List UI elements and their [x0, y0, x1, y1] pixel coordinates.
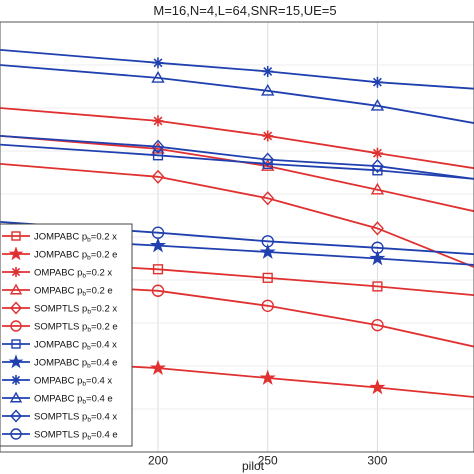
marker-diamond [151, 139, 165, 154]
marker-star [259, 369, 276, 385]
legend-entry: OMPABC pb=0.4 e [2, 391, 113, 406]
marker-square [11, 339, 21, 349]
marker-diamond [370, 221, 384, 236]
legend-label: JOMPABC pb=0.2 e [34, 250, 117, 262]
marker-diamond [10, 301, 22, 315]
series-line [0, 163, 474, 268]
marker-star [8, 246, 24, 261]
x-tick-label: 300 [367, 453, 387, 467]
chart-title: M=16,N=4,L=64,SNR=15,UE=5 [153, 3, 336, 18]
marker-circle [10, 320, 22, 332]
legend-label: OMPABC pb=0.4 x [34, 376, 112, 388]
marker-asterisk [11, 267, 21, 277]
legend-label: JOMPABC pb=0.2 x [34, 232, 117, 244]
legend-entry: JOMPABC pb=0.2 x [2, 231, 117, 244]
legend-label: OMPABC pb=0.2 e [34, 286, 113, 298]
marker-triangle [261, 159, 275, 171]
legend-entry: SOMPTLS pb=0.4 x [2, 409, 117, 424]
marker-circle [261, 235, 274, 248]
legend-label: SOMPTLS pb=0.2 x [34, 304, 117, 316]
marker-asterisk [11, 375, 21, 385]
series-line [0, 135, 474, 180]
legend-entry: SOMPTLS pb=0.2 x [2, 301, 117, 316]
marker-diamond [261, 152, 275, 167]
marker-circle [151, 284, 165, 297]
marker-star [150, 359, 166, 375]
x-tick-label: 200 [148, 453, 168, 467]
x-tick-label: 250 [258, 453, 278, 467]
legend-label: OMPABC pb=0.4 e [34, 394, 113, 406]
plot-frame [0, 21, 474, 453]
marker-square [11, 231, 21, 241]
series-line [0, 143, 474, 180]
legend-label: SOMPTLS pb=0.4 e [34, 430, 118, 442]
marker-asterisk [371, 76, 383, 88]
legend-entry: SOMPTLS pb=0.2 e [2, 320, 118, 334]
legend-entry: OMPABC pb=0.2 x [2, 267, 112, 280]
legend-entry: JOMPABC pb=0.4 x [2, 339, 117, 352]
legend-box [0, 223, 133, 447]
legend: JOMPABC pb=0.2 x JOMPABC pb=0.2 e OMPABC p… [0, 223, 133, 447]
series-3 [0, 107, 474, 170]
marker-star [259, 243, 276, 259]
legend-label: SOMPTLS pb=0.2 e [34, 322, 118, 334]
series-line [0, 64, 474, 124]
legend-entry: OMPABC pb=0.4 x [2, 375, 112, 388]
marker-circle [371, 318, 384, 332]
marker-circle [371, 241, 384, 254]
marker-square [152, 264, 164, 275]
marker-star [369, 379, 386, 395]
marker-diamond [151, 169, 165, 184]
marker-triangle [370, 182, 385, 195]
marker-asterisk [262, 130, 274, 142]
marker-triangle [9, 391, 23, 403]
x-tick-labels: 200 250 300 [148, 453, 388, 467]
marker-asterisk [152, 115, 164, 127]
marker-diamond [370, 158, 384, 174]
legend-entry: OMPABC pb=0.2 e [2, 283, 113, 298]
series-10 [0, 64, 474, 124]
legend-label: JOMPABC pb=0.4 e [34, 358, 117, 370]
marker-triangle [151, 70, 165, 83]
series-5 [0, 163, 474, 268]
legend-entry: SOMPTLS pb=0.4 e [2, 428, 118, 442]
marker-triangle [261, 83, 275, 96]
marker-circle [261, 299, 274, 312]
legend-entry: JOMPABC pb=0.4 e [2, 354, 117, 370]
marker-circle [10, 428, 22, 440]
marker-triangle [370, 98, 385, 111]
marker-square [262, 272, 273, 283]
marker-diamond [261, 191, 275, 206]
marker-triangle [9, 283, 23, 295]
series-9 [0, 49, 474, 90]
marker-circle [151, 226, 165, 239]
legend-label: JOMPABC pb=0.4 x [34, 340, 117, 352]
x-axis-label: pilot [242, 459, 265, 473]
series-11 [0, 135, 474, 180]
marker-asterisk [152, 57, 164, 69]
legend-label: OMPABC pb=0.2 x [34, 268, 112, 280]
marker-asterisk [371, 147, 383, 159]
marker-square [152, 150, 164, 161]
marker-asterisk [262, 65, 274, 77]
marker-star [369, 250, 386, 266]
marker-square [372, 281, 383, 292]
marker-star [150, 237, 166, 253]
legend-entry: JOMPABC pb=0.2 e [2, 246, 117, 262]
marker-diamond [10, 409, 22, 423]
legend-label: SOMPTLS pb=0.4 x [34, 412, 117, 424]
marker-star [8, 354, 24, 369]
